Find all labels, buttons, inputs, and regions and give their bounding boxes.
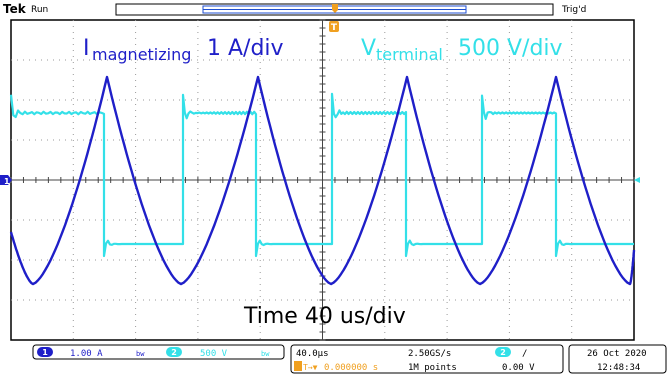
date-readout: 26 Oct 2020 (587, 349, 647, 359)
status-bar: 1 1.00 A bw 2 500 V bw 40.0µs T→▼ 0.0000… (32, 344, 667, 374)
datetime-frame (568, 344, 667, 374)
channel-readout-frame (32, 344, 285, 360)
timebase-readout: 40.0µs (296, 349, 329, 359)
ch1-badge-label: 1 (42, 348, 48, 357)
terminal-symbol: V (361, 36, 376, 61)
trigger-source-label: 2 (500, 348, 506, 357)
ch2-badge (166, 347, 182, 357)
trigger-level-readout: 0.00 V (502, 363, 535, 373)
trigger-source-badge (495, 347, 511, 357)
ch2-badge-label: 2 (171, 348, 177, 357)
waveforms (9, 75, 636, 286)
trigger-position-icon (294, 361, 302, 371)
ch2-scale-readout: 500 V (200, 349, 228, 359)
trigger-t-badge (329, 21, 339, 32)
run-status: Run (31, 5, 48, 15)
ch1-bandwidth-icon: bw (136, 350, 145, 358)
time-readout: 12:48:34 (597, 363, 640, 373)
trigger-position-prefix: T→▼ (303, 363, 318, 372)
ch1-badge (37, 347, 53, 357)
magnetizing-symbol: I (83, 36, 90, 61)
terminal-scale: 500 V/div (458, 36, 563, 61)
time-scale-annotation: Time 40 us/div (243, 304, 406, 329)
ch1-current-trace (9, 75, 636, 286)
ch1-ground-marker[interactable]: 1 (0, 175, 12, 186)
trigger-t-label: T (331, 23, 338, 33)
magnetizing-annotation: I magnetizing 1 A/div (83, 36, 284, 64)
horizontal-readout-box[interactable]: 40.0µs T→▼ 0.000000 s 2.50GS/s 1M points… (290, 344, 564, 374)
trigger-slope-icon: / (522, 349, 527, 359)
magnetizing-subscript: magnetizing (92, 45, 191, 64)
magnetizing-scale: 1 A/div (207, 36, 284, 61)
ch1-marker-icon (0, 175, 12, 185)
trigger-position-marker[interactable]: T (329, 4, 339, 33)
ch2-voltage-trace (9, 92, 634, 258)
channel-readout-box[interactable]: 1 1.00 A bw 2 500 V bw (32, 344, 285, 360)
sample-rate-readout: 2.50GS/s (408, 349, 451, 359)
ch2-bandwidth-icon: bw (261, 350, 270, 358)
trigger-position-readout: 0.000000 s (324, 363, 378, 373)
datetime-box: 26 Oct 2020 12:48:34 (568, 344, 667, 374)
horizontal-readout-frame (290, 344, 564, 374)
brand-logo: Tek (3, 2, 27, 16)
ch2-level-marker-icon[interactable] (634, 177, 640, 183)
terminal-subscript: terminal (376, 45, 443, 64)
trigger-status: Trig'd (561, 5, 586, 15)
record-length-readout: 1M points (408, 363, 457, 373)
ch1-scale-readout: 1.00 A (70, 349, 103, 359)
ch1-marker-label: 1 (4, 177, 10, 186)
trigger-arrow-icon (332, 4, 338, 13)
terminal-annotation: V terminal 500 V/div (361, 36, 563, 64)
header-bar: Tek Run Trig'd T (3, 2, 586, 33)
